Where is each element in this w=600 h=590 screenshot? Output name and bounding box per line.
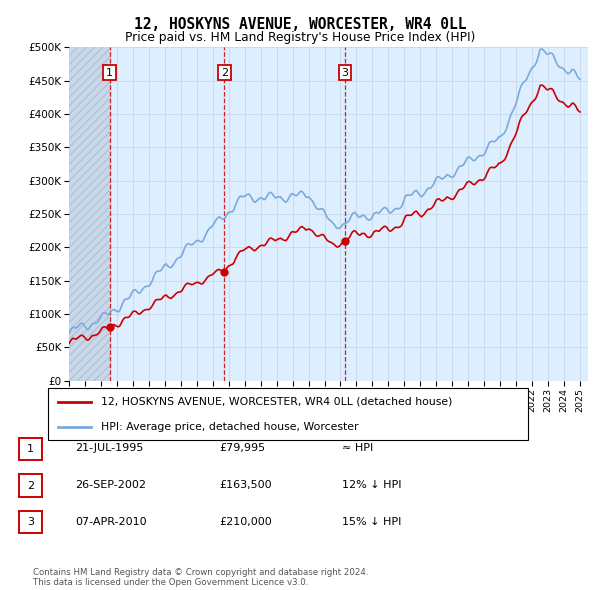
- Text: 15% ↓ HPI: 15% ↓ HPI: [342, 517, 401, 526]
- Text: 1: 1: [27, 444, 34, 454]
- Text: £163,500: £163,500: [219, 480, 272, 490]
- Text: Contains HM Land Registry data © Crown copyright and database right 2024.
This d: Contains HM Land Registry data © Crown c…: [33, 568, 368, 587]
- Text: 3: 3: [341, 67, 348, 77]
- Bar: [69, 47, 110, 381]
- Text: 1: 1: [106, 67, 113, 77]
- Text: Price paid vs. HM Land Registry's House Price Index (HPI): Price paid vs. HM Land Registry's House …: [125, 31, 475, 44]
- Text: 12% ↓ HPI: 12% ↓ HPI: [342, 480, 401, 490]
- Text: 2: 2: [221, 67, 228, 77]
- Text: 12, HOSKYNS AVENUE, WORCESTER, WR4 0LL (detached house): 12, HOSKYNS AVENUE, WORCESTER, WR4 0LL (…: [101, 396, 452, 407]
- Text: ≈ HPI: ≈ HPI: [342, 444, 373, 453]
- Bar: [69, 47, 110, 381]
- Text: 2: 2: [27, 481, 34, 490]
- Text: 12, HOSKYNS AVENUE, WORCESTER, WR4 0LL: 12, HOSKYNS AVENUE, WORCESTER, WR4 0LL: [134, 17, 466, 31]
- Text: 3: 3: [27, 517, 34, 527]
- Text: 26-SEP-2002: 26-SEP-2002: [75, 480, 146, 490]
- Text: HPI: Average price, detached house, Worcester: HPI: Average price, detached house, Worc…: [101, 422, 358, 431]
- Text: £79,995: £79,995: [219, 444, 265, 453]
- Text: £210,000: £210,000: [219, 517, 272, 526]
- Text: 07-APR-2010: 07-APR-2010: [75, 517, 146, 526]
- Text: 21-JUL-1995: 21-JUL-1995: [75, 444, 143, 453]
